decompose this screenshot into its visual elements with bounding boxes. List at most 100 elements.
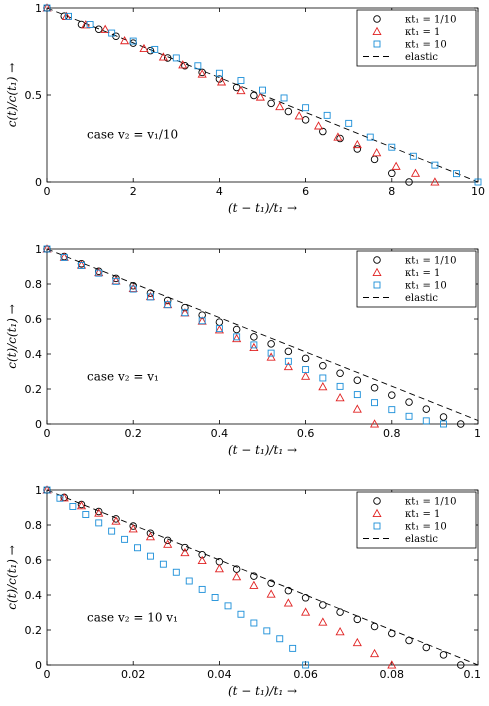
data-point-square [353,391,361,399]
legend-entry-label: κt₁ = 10 [405,281,447,292]
data-point-triangle [301,371,311,380]
data-point-circle [353,145,362,153]
series-square [43,486,310,669]
y-tick-label: 0 [35,176,42,189]
data-point-circle [146,529,155,537]
data-point-triangle [216,77,227,86]
data-point-square [405,412,413,420]
data-point-square [250,341,258,349]
data-point-triangle [352,637,362,647]
y-tick-label: 0.5 [25,89,43,102]
plot-frame [46,248,479,425]
y-axis-label: c(t)/c(t₁) → [5,304,19,369]
y-tick-label: 1 [35,484,42,497]
data-point-triangle [120,35,130,45]
data-point-circle [319,361,327,370]
y-tick-label: 0.8 [25,278,43,291]
legend-triangle-swatch [372,26,382,35]
data-point-square [302,104,310,112]
data-point-circle [163,296,172,305]
data-point-square [388,143,396,151]
x-axis-label: (t − t₁)/t₁ → [228,443,297,457]
chart-panel-3: 0 0.02 0.04 0.06 0.08 0.1 0 0.2 0.4 0.6 0.8 1 (t − t… [5,484,481,698]
data-point-square [134,544,141,552]
data-point-circle [181,303,189,312]
data-point-square [112,277,120,285]
data-point-square [211,594,219,601]
data-point-square [289,644,297,652]
data-point-square [388,406,396,414]
data-point-square [151,45,159,53]
data-point-triangle [266,352,276,361]
data-point-circle [129,522,137,530]
data-point-circle [250,333,258,341]
data-point-square [366,133,374,141]
data-point-triangle [100,24,110,33]
data-point-circle [163,536,172,545]
data-point-square [431,161,439,169]
data-point-triangle [333,132,343,141]
legend-entry-label: elastic [405,293,438,304]
plot-frame [46,489,479,666]
data-point-triangle [232,572,242,581]
data-point-circle [405,636,413,645]
data-point-triangle [145,531,156,541]
y-tick-label: 0.6 [25,313,43,326]
y-tick-label: 0 [35,659,42,672]
data-point-square [345,119,353,127]
legend-entry-label: κt₁ = 1/10 [405,256,456,267]
data-point-square [237,610,245,618]
data-point-square [215,325,223,333]
data-point-circle [112,515,120,523]
data-point-triangle [81,20,91,29]
data-point-circle [370,155,379,164]
data-point-square [194,62,202,70]
data-point-square [86,21,94,28]
data-point-circle [94,25,103,33]
data-point-triangle [283,361,293,371]
legend-triangle-swatch [372,508,382,517]
legend-square-swatch [373,40,381,48]
y-axis-label: c(t)/c(t₁) → [5,63,19,128]
data-point-triangle [163,539,173,548]
data-point-square [164,301,172,309]
x-tick-label: 1 [474,427,481,440]
x-tick-label: 4 [216,185,223,198]
data-point-square [284,357,292,365]
data-point-triangle [318,381,328,391]
data-point-square [323,111,331,119]
data-point-triangle [214,325,224,334]
y-tick-label: 0.4 [25,348,43,361]
data-point-circle [422,643,431,652]
data-point-square [302,661,310,669]
data-point-triangle [197,555,207,565]
x-tick-label: 8 [388,185,395,198]
data-point-triangle [352,404,362,413]
x-tick-label: 6 [302,185,309,198]
data-point-circle [353,376,362,385]
data-point-circle [353,615,362,624]
series-triangle [42,485,397,669]
data-point-square [60,253,68,261]
data-point-square [250,619,258,627]
legend-circle-swatch [373,15,381,23]
legend-circle-swatch [373,256,381,264]
data-point-square [185,577,193,585]
data-point-square [129,37,137,45]
data-point-square [371,399,379,407]
data-point-circle [250,91,258,100]
data-point-square [237,77,245,85]
x-axis-label: (t − t₁)/t₁ → [228,201,297,215]
data-point-circle [146,289,155,297]
data-point-triangle [335,393,345,402]
data-point-circle [405,178,413,186]
y-tick-label: 0.2 [25,624,43,637]
data-point-circle [370,622,379,631]
elastic-line [46,489,479,666]
chart-panel-1: 0 2 4 6 8 10 0 0.5 1 (t − t₁)/t₁ → c(t)/c(t₁) → cas… [5,2,485,215]
data-point-circle [457,420,465,428]
data-point-square [215,69,223,77]
legend-square-swatch [373,281,381,289]
data-point-square [181,309,189,317]
